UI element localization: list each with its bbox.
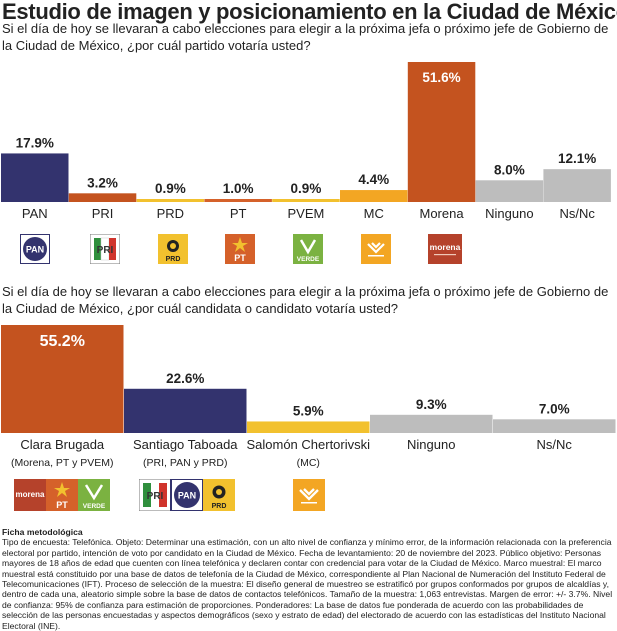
candidate-bar-clara-brugada (1, 325, 124, 433)
candidate-bar-santiago-taboada (124, 388, 247, 433)
svg-text:PRI: PRI (97, 245, 114, 256)
party-category-label: Ninguno (485, 206, 533, 221)
candidate-name-label: Ns/Nc (537, 437, 573, 452)
morena-logo-text: morena (430, 242, 461, 252)
candidate-name-label: Santiago Taboada (133, 437, 238, 452)
party-bar-pri (68, 193, 137, 202)
svg-text:VERDE: VERDE (83, 503, 106, 510)
candidate-value-label: 9.3% (416, 397, 447, 412)
party-bar-morena (407, 62, 476, 202)
page-title: Estudio de imagen y posicionamiento en l… (2, 0, 617, 24)
candidate-value-label: 7.0% (539, 401, 570, 416)
candidate-party-label: (MC) (297, 457, 320, 469)
prd-logo-text: PRD (166, 256, 181, 263)
mc-logo-icon (361, 234, 391, 264)
party-value-label: 0.9% (155, 181, 186, 196)
candidate-bar-ninguno (370, 414, 493, 433)
candidate-value-label: 5.9% (293, 403, 324, 418)
party-bar-mc (340, 190, 408, 202)
candidate-bar-salomon-chertorivski (247, 421, 370, 433)
pan-logo-text: PAN (26, 245, 44, 255)
party-bar-ninguno (475, 180, 544, 202)
party-category-label: MC (364, 206, 384, 221)
pan-logo-icon: PAN (20, 234, 50, 264)
party-category-label: PAN (22, 206, 48, 221)
party-category-label: Morena (420, 206, 465, 221)
candidate-chart: 55.2% Clara Brugada (Morena, PT y PVEM) 22.… (1, 325, 616, 469)
party-value-label: 51.6% (422, 70, 460, 85)
prd-logo-icon: PRD (158, 234, 188, 264)
svg-text:morena: morena (16, 490, 45, 499)
candidate-name-label: Clara Brugada (20, 437, 105, 452)
candidate-name-label: Salomón Chertorivski (246, 437, 370, 452)
chertorivski-mc-logo-icon (293, 479, 325, 511)
party-category-label: PRI (92, 206, 114, 221)
party-chart: 17.9% PAN 3.2% PRI 0.9% PRD 1.0% PT 0.9% PVEM 4.4%… (1, 62, 611, 221)
candidate-party-label: (Morena, PT y PVEM) (11, 457, 114, 469)
party-category-label: PT (230, 206, 247, 221)
party-value-label: 3.2% (87, 175, 118, 190)
methodology-note: Ficha metodológica Tipo de encuesta: Tel… (2, 527, 614, 631)
party-bar-ns-nc (543, 169, 611, 202)
party-category-label: PRD (157, 206, 184, 221)
party-category-label: Ns/Nc (559, 206, 595, 221)
party-bar-pan (1, 153, 69, 202)
brugada-coalition-logo-icon: morena PT VERDE (14, 479, 110, 511)
candidate-name-label: Ninguno (407, 437, 455, 452)
svg-text:PT: PT (56, 500, 68, 510)
svg-text:PRD: PRD (212, 503, 227, 510)
pri-logo-icon: PRI (90, 234, 120, 264)
party-value-label: 12.1% (558, 151, 596, 166)
party-bar-pt (204, 199, 272, 202)
pvem-logo-text: VERDE (297, 256, 320, 263)
party-bar-prd (136, 199, 205, 202)
pt-logo-text: PT (234, 253, 246, 263)
party-value-label: 0.9% (291, 181, 322, 196)
pt-logo-icon: PT (225, 234, 255, 264)
party-bar-pvem (272, 199, 340, 202)
party-value-label: 8.0% (494, 162, 525, 177)
question-candidate: Si el día de hoy se llevaran a cabo elec… (2, 284, 609, 316)
candidate-bar-ns-nc (493, 419, 616, 433)
party-category-label: PVEM (288, 206, 325, 221)
taboada-coalition-logo-icon: PRI PAN PRD (139, 479, 235, 511)
methodology-text: Tipo de encuesta: Telefónica. Objeto: De… (2, 537, 613, 631)
question-party: Si el día de hoy se llevaran a cabo elec… (2, 21, 609, 53)
pvem-logo-icon: VERDE (293, 234, 323, 264)
party-value-label: 17.9% (16, 135, 54, 150)
methodology-title: Ficha metodológica (2, 527, 83, 537)
svg-text:PRI: PRI (147, 491, 164, 502)
candidate-party-label: (PRI, PAN y PRD) (143, 457, 227, 469)
morena-logo-icon: morena (428, 234, 462, 264)
svg-text:PAN: PAN (178, 491, 196, 501)
candidate-value-label: 22.6% (166, 371, 204, 386)
party-value-label: 1.0% (223, 181, 254, 196)
candidate-value-label: 55.2% (40, 333, 85, 350)
party-value-label: 4.4% (358, 172, 389, 187)
